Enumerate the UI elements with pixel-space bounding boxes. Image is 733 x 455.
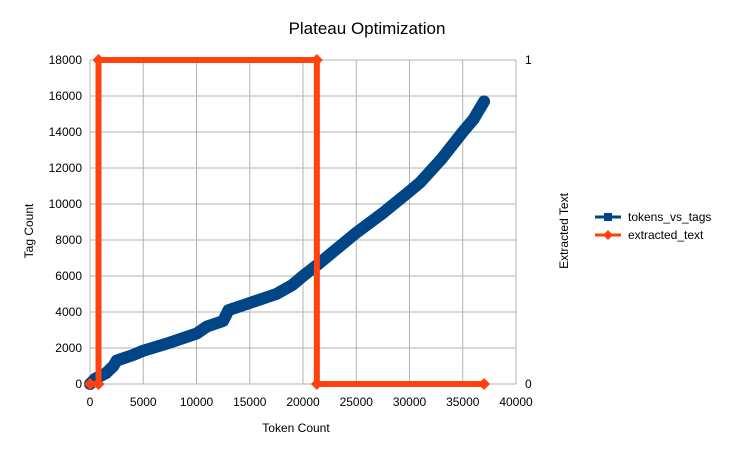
legend: tokens_vs_tags extracted_text <box>595 210 711 242</box>
legend-label-extracted_text: extracted_text <box>628 228 704 242</box>
y-tick-label: 12000 <box>49 161 83 175</box>
x-tick-label: 5000 <box>130 395 157 409</box>
series-point-extracted_text <box>310 378 323 390</box>
y-axis-title: Tag Count <box>22 203 36 258</box>
x-tick-label: 35000 <box>446 395 480 409</box>
series <box>84 54 491 390</box>
y-tick-label: 18000 <box>49 53 83 67</box>
y-tick-label: 10000 <box>49 197 83 211</box>
series-point-extracted_text <box>92 378 105 390</box>
x-tick-label: 10000 <box>180 395 214 409</box>
x-tick-label: 25000 <box>340 395 374 409</box>
tick-labels: 0 2000 4000 6000 8000 10000 12000 14000 16000 180… <box>49 53 533 409</box>
series-point-extracted_text <box>92 54 105 66</box>
y2-tick-label: 0 <box>525 377 532 391</box>
x-axis-title: Token Count <box>262 421 330 435</box>
series-point-extracted_text <box>310 54 323 66</box>
series-point-extracted_text <box>478 378 491 390</box>
y-tick-label: 14000 <box>49 125 83 139</box>
chart-title: Plateau Optimization <box>289 19 446 38</box>
y-tick-label: 0 <box>75 377 82 391</box>
legend-marker-tokens_vs_tags <box>604 213 612 221</box>
x-tick-label: 0 <box>87 395 94 409</box>
y-tick-label: 2000 <box>55 341 82 355</box>
legend-label-tokens_vs_tags: tokens_vs_tags <box>628 210 711 224</box>
y2-tick-label: 1 <box>525 53 532 67</box>
x-tick-label: 40000 <box>499 395 533 409</box>
y-tick-label: 6000 <box>55 269 82 283</box>
legend-marker-extracted_text <box>603 230 613 240</box>
series-point-extracted_text <box>84 378 96 390</box>
x-tick-label: 30000 <box>393 395 427 409</box>
y-tick-label: 16000 <box>49 89 83 103</box>
series-line-tokens_vs_tags <box>84 95 491 390</box>
y-tick-label: 4000 <box>55 305 82 319</box>
x-tick-label: 15000 <box>233 395 267 409</box>
x-tick-label: 20000 <box>286 395 320 409</box>
y2-axis-title: Extracted Text <box>557 192 571 268</box>
y-tick-label: 8000 <box>55 233 82 247</box>
